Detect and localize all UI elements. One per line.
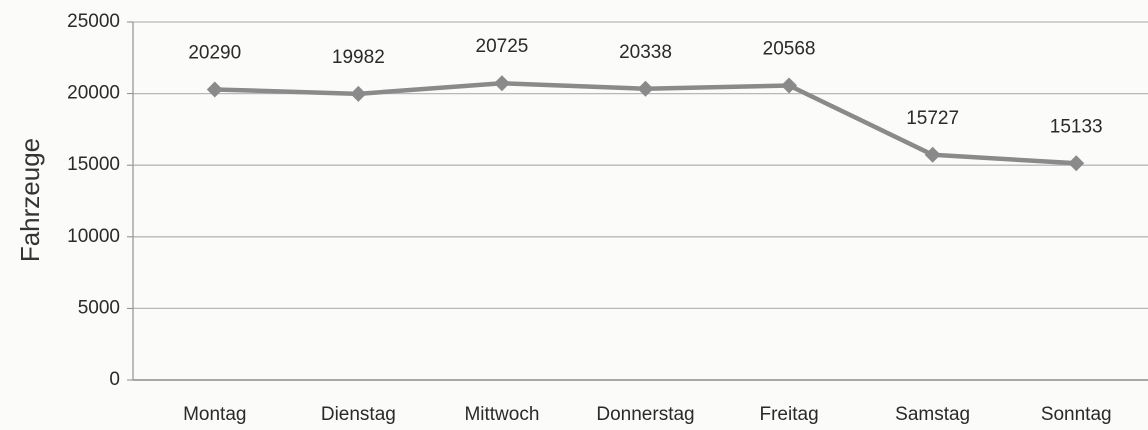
x-tick-label: Montag: [183, 404, 246, 425]
y-tick-label: 25000: [67, 11, 120, 32]
marker: [493, 75, 510, 92]
x-tick-label: Samstag: [895, 404, 970, 425]
marker: [781, 77, 798, 94]
marker: [637, 80, 654, 97]
x-tick-label: Sonntag: [1041, 404, 1112, 425]
marker: [924, 146, 941, 163]
y-tick-label: 20000: [67, 83, 120, 104]
data-label: 20725: [476, 36, 529, 57]
data-label: 20338: [619, 42, 672, 63]
y-axis-label: Fahrzeuge: [15, 138, 45, 262]
x-tick-label: Freitag: [760, 404, 819, 425]
y-tick-label: 0: [109, 369, 120, 390]
y-tick-label: 5000: [78, 297, 120, 318]
x-tick-label: Dienstag: [321, 404, 396, 425]
data-label: 20290: [188, 42, 241, 63]
x-tick-label: Donnerstag: [596, 404, 694, 425]
x-tick-label: Mittwoch: [464, 404, 539, 425]
data-label: 19982: [332, 47, 385, 68]
data-label: 15133: [1050, 116, 1103, 137]
y-tick-label: 15000: [67, 154, 120, 175]
marker: [1068, 155, 1085, 172]
marker: [350, 85, 367, 102]
data-label: 20568: [763, 38, 816, 59]
data-label: 15727: [906, 108, 959, 129]
marker: [206, 81, 223, 98]
y-tick-label: 10000: [67, 226, 120, 247]
